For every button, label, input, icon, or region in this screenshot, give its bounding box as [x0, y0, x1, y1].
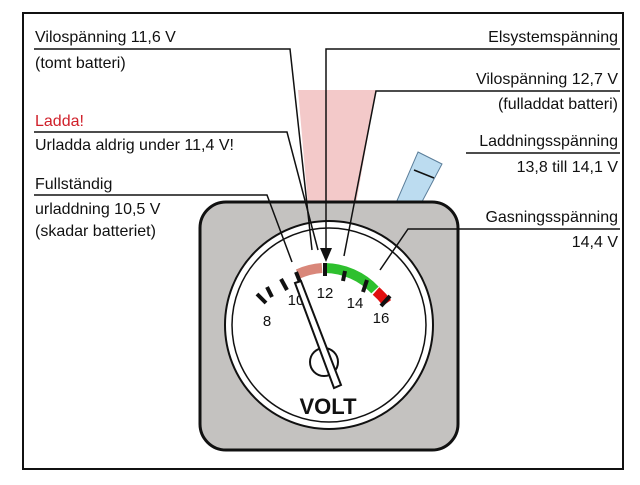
scale-label-12: 12	[317, 285, 334, 302]
gauge-unit: VOLT	[299, 394, 357, 419]
charging-range-arrows	[413, 169, 435, 179]
label-full-discharge-value: urladdning 10,5 V	[35, 201, 161, 218]
label-gassing-value: 14,4 V	[572, 234, 619, 251]
gauge-face	[231, 227, 427, 423]
scale-label-8: 8	[263, 313, 271, 330]
leader-lines	[34, 48, 620, 271]
label-full-discharge-note: (skadar batteriet)	[35, 223, 156, 240]
label-rest-empty: Vilospänning 11,6 V	[35, 29, 176, 46]
charge-zone	[324, 263, 379, 294]
label-charging-value: 13,8 till 14,1 V	[517, 159, 619, 176]
scale-ticks	[255, 263, 392, 308]
label-rest-full-note: (fulladdat batteri)	[498, 96, 618, 113]
label-system-voltage: Elsystemspänning	[488, 29, 618, 46]
gauge-needle	[293, 279, 343, 390]
overcharge-zone	[372, 287, 392, 307]
label-rest-empty-note: (tomt batteri)	[35, 55, 126, 72]
discharge-zone	[295, 263, 323, 279]
label-charging: Laddningsspänning	[479, 133, 618, 150]
label-rest-full: Vilospänning 12,7 V	[476, 71, 618, 88]
label-never-below: Urladda aldrig under 11,4 V!	[35, 137, 234, 154]
label-gassing: Gasningsspänning	[485, 209, 618, 226]
scale-label-14: 14	[347, 295, 364, 312]
label-full-discharge: Fullständig	[35, 176, 112, 193]
scale-label-16: 16	[373, 310, 390, 327]
system-voltage-arrow-icon	[320, 248, 332, 262]
label-charge-warning: Ladda!	[35, 113, 84, 130]
